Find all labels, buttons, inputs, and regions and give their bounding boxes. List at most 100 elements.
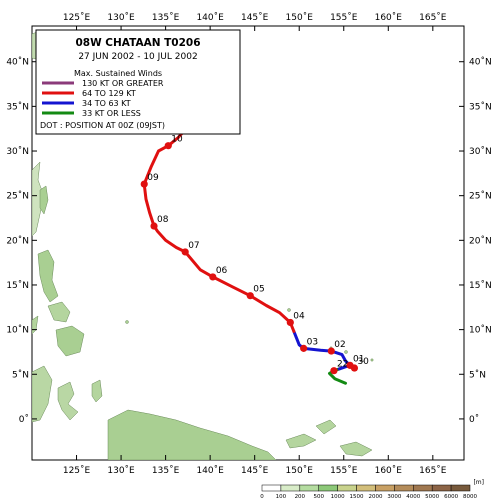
colorbar-label: 200 (295, 494, 306, 500)
lat-label-right: 10˚N (469, 325, 492, 336)
lon-label-bottom: 160˚E (375, 465, 403, 476)
land-new-guinea (107, 409, 277, 460)
colorbar-cell (261, 484, 282, 492)
land-taiwan (39, 185, 49, 215)
colorbar-label: 6000 (444, 494, 458, 500)
lon-label-top: 155˚E (330, 12, 358, 23)
lon-label-bottom: 145˚E (241, 465, 269, 476)
track-day-label-08: 08 (157, 215, 169, 225)
track-day-label-07: 07 (188, 241, 199, 251)
colorbar-cell (356, 484, 376, 492)
track-day-label-04: 04 (293, 311, 305, 321)
legend-label-64kt: 64 TO 129 KT (82, 89, 136, 98)
colorbar-label: 500 (313, 494, 324, 500)
lat-label-right: 0˚ (469, 414, 479, 425)
colorbar-cell (318, 484, 338, 492)
colorbar-cell (394, 484, 414, 492)
colorbar-cell (413, 484, 433, 492)
lat-label-right: 15˚N (469, 280, 492, 291)
land-borneo (32, 365, 53, 423)
lat-label-left: 40˚N (6, 57, 29, 68)
track-dot-10 (164, 142, 172, 150)
lat-label-left: 20˚N (6, 235, 29, 246)
lat-label-right: 25˚N (469, 191, 492, 202)
legend-heading: Max. Sustained Winds (74, 69, 162, 78)
land-guam (287, 308, 291, 312)
track-dot-08 (150, 222, 158, 230)
lat-label-left: 35˚N (6, 101, 29, 112)
lat-label-left: 25˚N (6, 191, 29, 202)
legend-note: DOT : POSITION AT 00Z (09JST) (40, 121, 165, 130)
colorbar-label: 5000 (425, 494, 439, 500)
lon-label-bottom: 130˚E (107, 465, 135, 476)
track-dot-07 (181, 248, 189, 256)
track-day-label-30: 30 (357, 357, 369, 367)
lon-label-top: 160˚E (375, 12, 403, 23)
land-masses (32, 29, 374, 460)
track-dot-01 (346, 361, 354, 369)
lon-label-bottom: 140˚E (196, 465, 224, 476)
land-solomons (339, 441, 373, 457)
lon-label-top: 140˚E (196, 12, 224, 23)
colorbar-cell (280, 484, 301, 492)
colorbar-unit: [m] (473, 479, 484, 486)
lon-label-bottom: 135˚E (152, 465, 180, 476)
colorbar-cell (337, 484, 357, 492)
land-halmahera (91, 379, 103, 403)
colorbar-label: 1000 (331, 494, 345, 500)
storm-dates: 27 JUN 2002 - 10 JUL 2002 (78, 52, 197, 62)
storm-title: 08W CHATAAN T0206 (75, 37, 200, 49)
lon-label-top: 130˚E (107, 12, 135, 23)
track-dot-04 (286, 318, 294, 327)
lat-label-left: 5˚N (12, 369, 29, 380)
lat-label-right: 35˚N (469, 101, 492, 112)
colorbar-label: 1500 (350, 494, 364, 500)
track-day-label-01: 01 (353, 354, 364, 364)
lon-label-top: 125˚E (63, 12, 91, 23)
track-day-label-05: 05 (253, 285, 264, 295)
colorbar-label: 0 (260, 494, 264, 500)
lon-label-top: 150˚E (286, 12, 314, 23)
land-palau (125, 320, 129, 324)
colorbar-label: 8000 (463, 494, 477, 500)
colorbar-label: 3000 (387, 494, 401, 500)
colorbar-label: 100 (276, 494, 287, 500)
land-sulawesi (57, 381, 79, 421)
colorbar-label: 2000 (368, 494, 382, 500)
lat-label-right: 40˚N (469, 57, 492, 68)
colorbar-cell (450, 484, 471, 492)
track-dot-06 (209, 273, 217, 281)
lon-label-bottom: 150˚E (286, 465, 314, 476)
lon-label-bottom: 125˚E (63, 465, 91, 476)
colorbar-cell (431, 484, 452, 492)
track-dot-09 (140, 180, 148, 188)
lon-label-top: 135˚E (152, 12, 180, 23)
lon-label-bottom: 155˚E (330, 465, 358, 476)
land-visayas (47, 301, 71, 323)
elevation-colorbar: 0 100 200 500 1000 1500 2000 3000 4000 5000 6000 80… (260, 484, 477, 500)
land-luzon (37, 249, 59, 303)
legend-label-130kt: 130 KT OR GREATER (82, 79, 164, 88)
lat-label-right: 5˚N (469, 369, 486, 380)
colorbar-cell (375, 484, 395, 492)
legend-label-34kt: 34 TO 63 KT (82, 99, 131, 108)
graticule: 125˚E 125˚E 130˚E 130˚E 135˚E 135˚E 140˚E 140˚E… (6, 12, 491, 476)
legend: 08W CHATAAN T0206 27 JUN 2002 - 10 JUL 2… (35, 29, 241, 135)
lat-label-left: 10˚N (6, 325, 29, 336)
track-day-label-03: 03 (307, 337, 318, 347)
track-day-label-10: 10 (171, 135, 183, 145)
land-new-britain (285, 433, 317, 449)
legend-label-33kt: 33 KT OR LESS (82, 109, 141, 118)
track-dot-02 (327, 347, 335, 355)
track-segment (142, 127, 296, 333)
lon-label-bottom: 165˚E (419, 465, 447, 476)
lon-label-top: 165˚E (419, 12, 447, 23)
lat-label-right: 20˚N (469, 235, 492, 246)
colorbar-label: 4000 (406, 494, 420, 500)
track-day-label-09: 09 (147, 173, 159, 183)
track-day-label-06: 06 (216, 266, 228, 276)
track-dot-05 (246, 292, 254, 300)
track-dot-03 (300, 344, 308, 352)
